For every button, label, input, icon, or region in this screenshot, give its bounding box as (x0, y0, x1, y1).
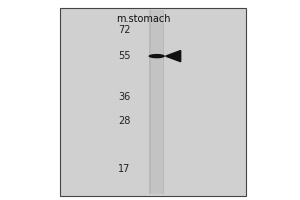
Text: 36: 36 (118, 92, 131, 102)
Polygon shape (166, 51, 181, 62)
Ellipse shape (148, 54, 165, 58)
Text: 55: 55 (118, 51, 131, 61)
Bar (151, 10, 163, 194)
Bar (60, 8, 246, 196)
Text: 28: 28 (118, 116, 131, 126)
Bar (149, 10, 164, 194)
Text: 72: 72 (118, 25, 131, 35)
Text: m.stomach: m.stomach (116, 14, 171, 24)
Text: 17: 17 (118, 164, 131, 174)
